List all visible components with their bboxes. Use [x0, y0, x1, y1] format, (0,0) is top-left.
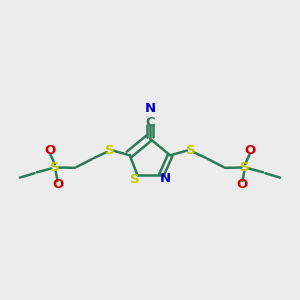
Text: S: S — [240, 161, 250, 174]
Text: S: S — [130, 172, 140, 186]
Text: O: O — [245, 144, 256, 158]
Text: S: S — [50, 161, 60, 174]
Text: S: S — [186, 143, 195, 157]
Text: O: O — [236, 178, 248, 191]
Text: O: O — [52, 178, 64, 191]
Text: N: N — [160, 172, 171, 185]
Text: C: C — [145, 116, 155, 129]
Text: S: S — [105, 143, 114, 157]
Text: O: O — [44, 144, 55, 158]
Text: N: N — [144, 102, 156, 115]
